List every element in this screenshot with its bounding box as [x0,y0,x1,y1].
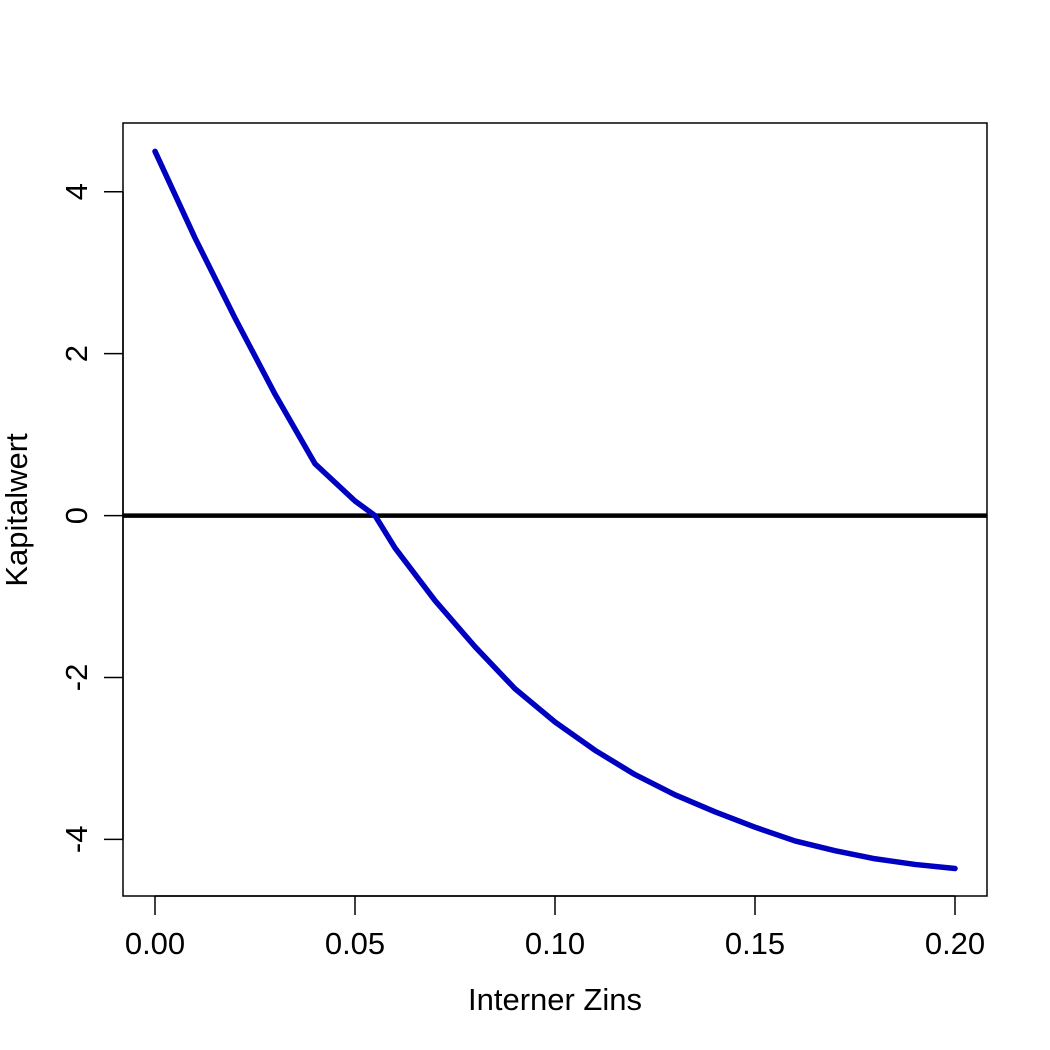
plot-frame [122,122,988,897]
x-tick-label: 0.05 [325,926,385,961]
x-axis: 0.00 0.05 0.10 0.15 0.20 [125,895,985,961]
x-tick-label: 0.15 [725,926,785,961]
series-layer [152,148,958,872]
x-tick-label: 0.20 [925,926,985,961]
x-axis-label: Interner Zins [468,982,642,1017]
y-axis: -4 -2 0 2 4 [59,183,124,854]
y-tick-label: 2 [59,345,94,362]
y-tick-label: -4 [59,826,94,854]
x-tick-label: 0.00 [125,926,185,961]
y-axis-label: Kapitalwert [0,433,34,587]
series-line-0 [152,148,958,872]
x-tick-label: 0.10 [525,926,585,961]
y-tick-label: 0 [59,507,94,524]
y-tick-label: 4 [59,183,94,200]
y-tick-label: -2 [59,664,94,692]
